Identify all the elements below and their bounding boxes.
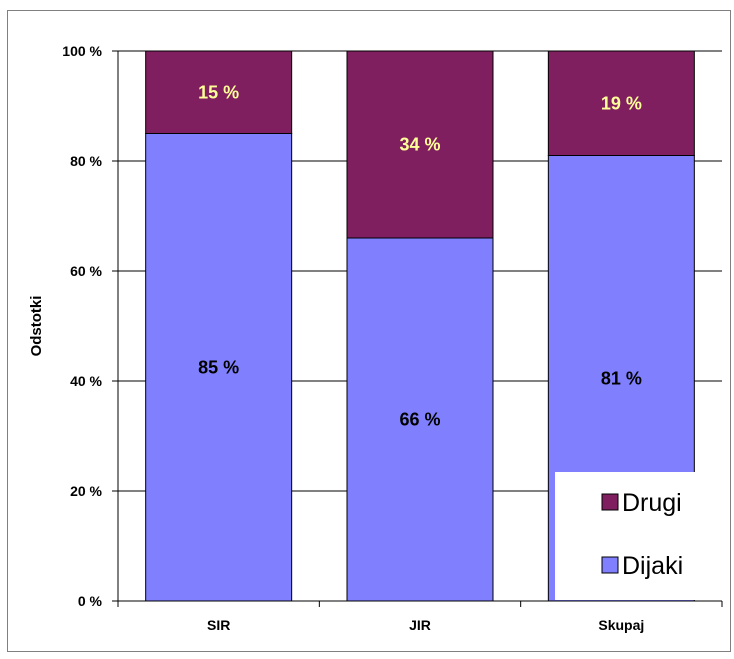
x-category-label: Skupaj — [598, 617, 644, 633]
bar-segment-dijaki — [145, 133, 293, 602]
data-label: 15 % — [198, 82, 239, 102]
bar-segment-drugi — [547, 50, 695, 156]
y-tick-label: 20 % — [70, 483, 102, 499]
legend-box — [555, 472, 722, 600]
data-labels: 85 % 15 % 66 % 34 % 81 % 19 % — [198, 82, 642, 429]
data-label: 66 % — [399, 410, 440, 430]
x-category-label: SIR — [207, 617, 230, 633]
x-category-label: JIR — [409, 617, 431, 633]
legend: Drugi Dijaki — [555, 472, 722, 600]
data-label: 85 % — [198, 357, 239, 377]
y-axis-title: Odstotki — [28, 296, 45, 357]
y-tick-label: 60 % — [70, 263, 102, 279]
y-tick-label: 0 % — [78, 593, 103, 609]
legend-swatch-dijaki — [601, 556, 619, 574]
legend-label: Dijaki — [622, 552, 683, 580]
data-label: 19 % — [601, 93, 642, 113]
y-tick-label: 80 % — [70, 153, 102, 169]
bar-segment-drugi — [145, 50, 293, 134]
y-tick-label: 100 % — [62, 43, 102, 59]
axes: 0 % 20 % 40 % 60 % 80 % 100 % SIR JIR Skupaj — [62, 43, 723, 633]
legend-swatch-drugi — [601, 493, 619, 511]
bar-segment-drugi — [346, 50, 494, 239]
data-label: 34 % — [399, 135, 440, 155]
legend-label: Drugi — [622, 489, 682, 517]
data-label: 81 % — [601, 368, 642, 388]
y-tick-label: 40 % — [70, 373, 102, 389]
